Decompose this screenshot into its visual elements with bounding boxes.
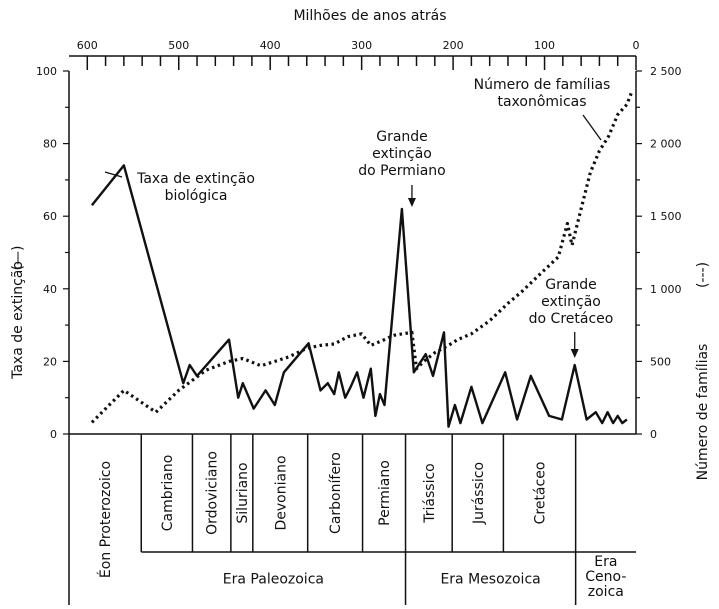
annotation-permian-extinction-line: extinção	[372, 146, 432, 162]
left-tick-label: 40	[43, 283, 57, 296]
x-tick-label: 500	[168, 39, 189, 52]
left-axis-title: Taxa de extinção	[10, 261, 26, 380]
era-label-line: Era Paleozoica	[223, 572, 324, 588]
series-layer	[90, 92, 633, 428]
x-tick-label: 100	[534, 39, 555, 52]
era-label: Era Ceno-zoica	[585, 554, 626, 600]
right-tick-label: 0	[650, 428, 657, 441]
annotation-layer: Taxa de extinção biológica Número de famíl…	[104, 77, 614, 358]
permian-arrow-head	[407, 198, 416, 207]
annotation-permian-extinction-line: Grande	[376, 129, 428, 145]
cretaceous-arrow-head	[570, 349, 579, 358]
annotation-cretaceous-extinction-line: Grande	[545, 277, 597, 293]
period-label: Permiano	[377, 460, 393, 526]
left-axis: 0 20 40 60 80 100	[36, 65, 69, 441]
era-label-line: Ceno-	[585, 569, 626, 585]
right-axis: 0 500 1 000 1 500 2 000 2 500	[636, 65, 682, 441]
annotation-family-count-line: taxonômicas	[497, 94, 586, 110]
right-tick-label: 2 000	[650, 138, 682, 151]
era-label-line: zoica	[588, 584, 624, 600]
period-label: Éon Proterozoico	[97, 461, 114, 578]
right-axis-marker: (---)	[695, 262, 711, 288]
period-label: Jurássico	[471, 462, 487, 525]
annotation-extinction-rate-line: biológica	[165, 188, 228, 204]
geologic-timescale-table: Éon Proterozoico Cambriano Ordoviciano Silu…	[68, 434, 636, 605]
period-label: Carbonífero	[328, 452, 344, 534]
right-axis-title: Número de famílias	[695, 344, 711, 481]
period-label: Cambriano	[160, 455, 176, 532]
period-label: Cretáceo	[533, 462, 549, 525]
annotation-extinction-rate: Taxa de extinção biológica	[136, 171, 255, 204]
right-tick-label: 1 000	[650, 283, 682, 296]
left-tick-label: 20	[43, 355, 57, 368]
annotation-cretaceous-extinction-line: extinção	[541, 294, 601, 310]
left-axis-marker: (—)	[10, 246, 26, 271]
period-label: Ordoviciano	[205, 451, 221, 535]
x-tick-label: 0	[633, 39, 640, 52]
x-axis: 600 500 400 300 200 100 0	[69, 39, 640, 70]
extinction-rate-line	[90, 164, 628, 428]
family-count-line	[90, 92, 633, 424]
x-tick-label: 400	[260, 39, 281, 52]
extinction-rate-leader	[104, 171, 123, 178]
era-label-line: Era Mesozoica	[440, 572, 540, 588]
right-tick-label: 1 500	[650, 210, 682, 223]
family-count-leader	[582, 114, 602, 141]
annotation-permian-extinction: Grande extinção do Permiano	[358, 129, 446, 179]
x-tick-label: 200	[443, 39, 464, 52]
annotation-family-count-line: Número de famílias	[474, 77, 611, 93]
era-label: Era Paleozoica	[223, 572, 324, 588]
era-label: Era Mesozoica	[440, 572, 540, 588]
period-label: Triássico	[422, 463, 438, 523]
chart-title: Milhões de anos atrás	[293, 8, 446, 24]
period-label: Siluriano	[235, 462, 251, 523]
left-tick-label: 100	[36, 65, 57, 78]
annotation-cretaceous-extinction: Grande extinção do Cretáceo	[529, 277, 614, 327]
annotation-cretaceous-extinction-line: do Cretáceo	[529, 311, 614, 327]
annotation-permian-extinction-line: do Permiano	[358, 163, 446, 179]
annotation-extinction-rate-line: Taxa de extinção	[136, 171, 255, 187]
left-tick-label: 0	[50, 428, 57, 441]
period-label: Devoniano	[273, 455, 289, 530]
right-tick-label: 500	[650, 355, 671, 368]
plot-frame	[68, 71, 637, 435]
era-label-line: Era	[594, 554, 617, 570]
left-tick-label: 60	[43, 210, 57, 223]
left-tick-label: 80	[43, 138, 57, 151]
x-tick-label: 600	[77, 39, 98, 52]
x-tick-label: 300	[351, 39, 372, 52]
right-tick-label: 2 500	[650, 65, 682, 78]
annotation-family-count: Número de famílias taxonômicas	[474, 77, 611, 110]
